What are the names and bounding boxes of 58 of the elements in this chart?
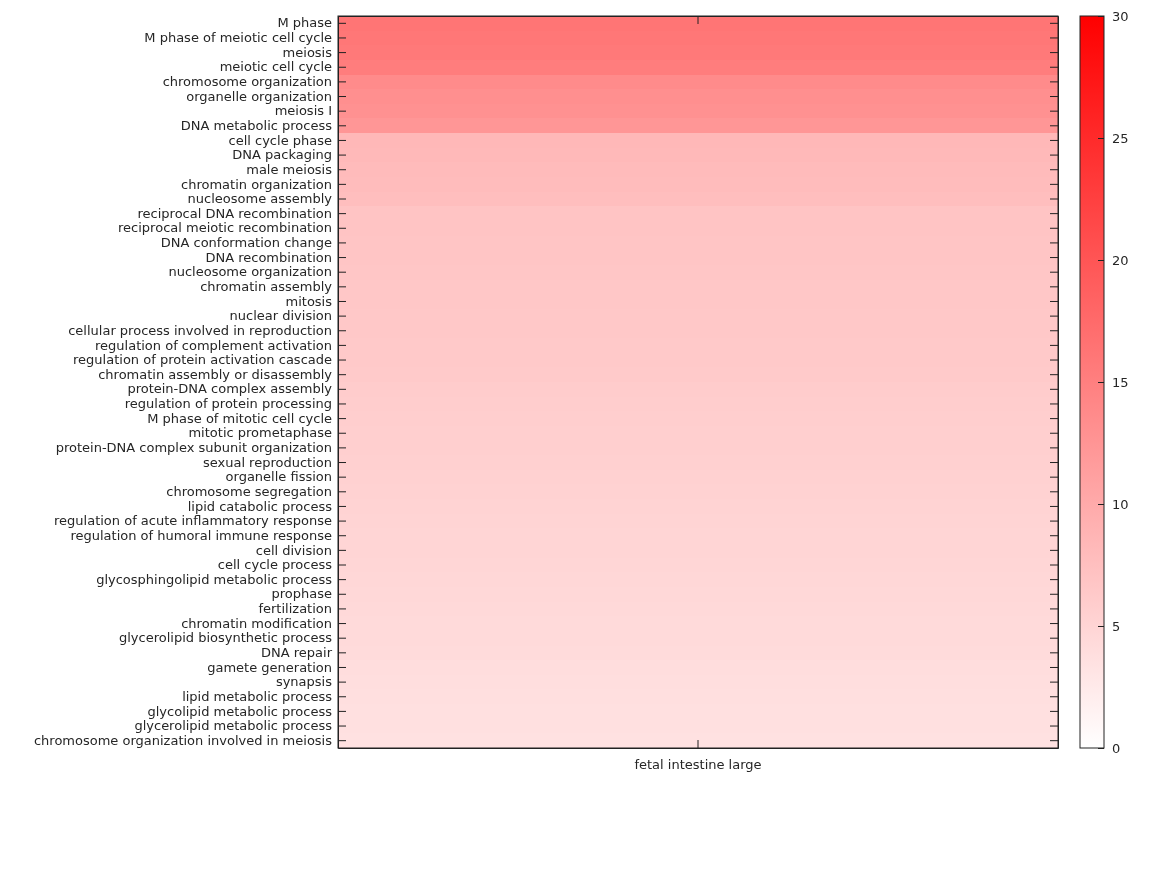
y-tick-label: regulation of complement activation [95, 337, 332, 353]
y-tick-label: regulation of humoral immune response [70, 527, 332, 543]
y-tick-label: nuclear division [229, 308, 332, 324]
y-tick-label: regulation of acute inflammatory response [54, 513, 332, 529]
y-tick-label: mitotic prometaphase [188, 425, 332, 441]
color-bar-label: 25 [1112, 130, 1129, 146]
y-tick-label: glycosphingolipid metabolic process [96, 571, 333, 587]
y-tick-label: fertilization [258, 601, 332, 617]
y-tick-label: cell division [255, 542, 332, 558]
y-tick-label: chromatin modification [181, 615, 332, 631]
y-tick-label: chromosome segregation [166, 483, 332, 499]
y-tick-label: mitosis [285, 293, 333, 309]
y-tick-label: organelle fission [225, 469, 332, 485]
y-tick-label: DNA packaging [232, 147, 332, 163]
y-tick-label: M phase [277, 15, 332, 31]
y-tick-label: DNA metabolic process [180, 117, 333, 133]
y-tick-label: meiotic cell cycle [219, 59, 332, 75]
color-bar-label: 0 [1112, 740, 1121, 756]
y-tick-label: protein-DNA complex assembly [127, 381, 333, 397]
y-tick-label: male meiosis [246, 161, 333, 177]
y-tick-label: protein-DNA complex subunit organization [55, 440, 332, 456]
color-bar-label: 10 [1112, 496, 1129, 512]
y-tick-label: organelle organization [186, 88, 332, 104]
y-tick-label: regulation of protein processing [124, 396, 332, 412]
y-tick-label: DNA repair [261, 645, 333, 660]
y-tick-label: glycolipid metabolic process [147, 703, 333, 719]
y-tick-label: chromatin organization [181, 176, 332, 192]
color-bar-label: 15 [1112, 374, 1129, 390]
y-tick-label: reciprocal DNA recombination [137, 205, 332, 221]
y-tick-label: DNA recombination [205, 249, 332, 265]
y-tick-label: meiosis [282, 44, 333, 60]
y-tick-label: DNA conformation change [160, 235, 332, 251]
y-tick-label: gamete generation [207, 659, 332, 675]
y-tick-label: nucleosome organization [168, 264, 332, 280]
y-tick-label: chromosome organization involved in meiosis [33, 732, 333, 748]
color-bar-label: 5 [1112, 618, 1121, 634]
y-tick-label: synapsis [275, 674, 333, 690]
y-tick-label: regulation of protein activation cascade [73, 352, 332, 368]
y-tick-label: M phase of mitotic cell cycle [147, 410, 332, 426]
y-tick-label: cell cycle phase [228, 132, 332, 148]
color-bar-label: 30 [1112, 8, 1129, 24]
y-tick-label: cell cycle process [217, 557, 333, 573]
y-tick-label: lipid metabolic process [182, 688, 333, 704]
y-tick-label: cellular process involved in reproduction [68, 322, 332, 338]
y-tick-label: prophase [271, 586, 332, 602]
y-tick-label: reciprocal meiotic recombination [118, 220, 332, 236]
x-tick-label: fetal intestine large [634, 756, 762, 772]
y-tick-label: glycerolipid metabolic process [134, 718, 333, 734]
y-tick-label: meiosis I [274, 103, 332, 119]
y-tick-label: lipid catabolic process [187, 498, 333, 514]
y-tick-label: glycerolipid biosynthetic process [119, 630, 333, 646]
color-bar-label: 20 [1112, 252, 1129, 268]
y-tick-label: chromatin assembly or disassembly [98, 366, 333, 382]
y-tick-label: chromosome organization [162, 74, 332, 90]
y-tick-label: nucleosome assembly [187, 191, 333, 207]
y-tick-label: M phase of meiotic cell cycle [144, 30, 332, 46]
y-tick-label: sexual reproduction [202, 454, 332, 470]
y-tick-label: chromatin assembly [200, 279, 333, 294]
